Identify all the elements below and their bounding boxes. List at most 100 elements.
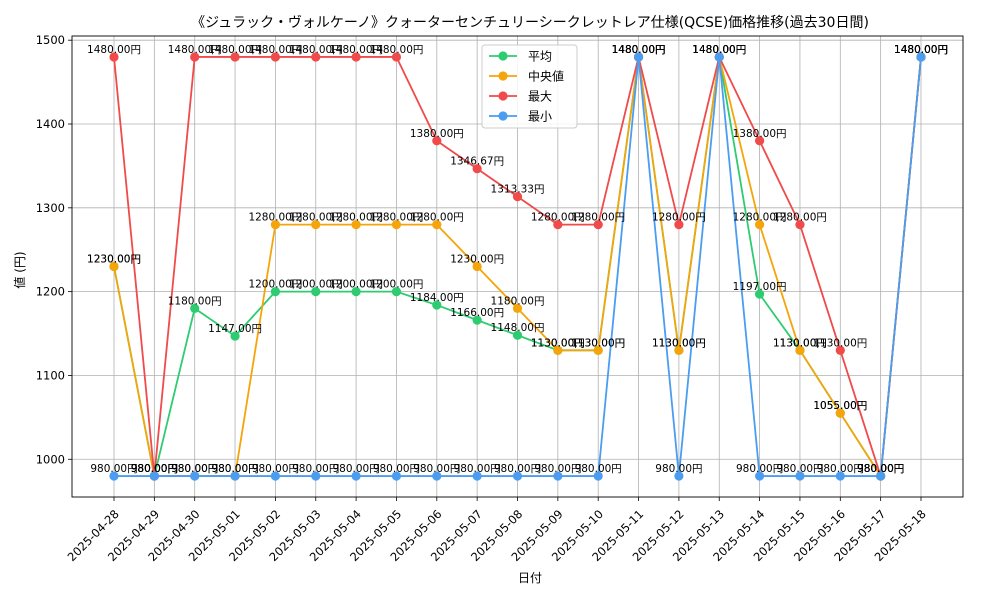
series-4-point[interactable] bbox=[674, 471, 684, 481]
series-4-point[interactable] bbox=[190, 471, 200, 481]
series-4-point[interactable] bbox=[512, 471, 523, 481]
series-1-point[interactable] bbox=[391, 287, 402, 297]
series-2-data-label: 1280.00円 bbox=[410, 212, 464, 224]
series-4-point[interactable] bbox=[472, 471, 482, 481]
series-3-point[interactable] bbox=[593, 219, 603, 230]
series-3-point[interactable] bbox=[351, 52, 361, 62]
series-2-data-label: 980.00円 bbox=[171, 463, 218, 475]
series-4-point[interactable] bbox=[391, 471, 402, 481]
series-3-data-label: 980.00円 bbox=[857, 463, 904, 475]
series-1-data-label: 1230.00円 bbox=[87, 254, 141, 266]
series-1-point[interactable] bbox=[270, 287, 280, 297]
series-3-point[interactable] bbox=[472, 164, 482, 174]
series-3-data-label: 1280.00円 bbox=[571, 212, 625, 224]
series-4-point[interactable] bbox=[311, 471, 321, 481]
series-1-point[interactable] bbox=[311, 287, 321, 297]
series-3-data-label: 1480.00円 bbox=[692, 44, 746, 56]
series-2-point[interactable] bbox=[795, 345, 805, 355]
series-2-data-label: 1280.00円 bbox=[289, 212, 343, 224]
series-2-point[interactable] bbox=[472, 261, 482, 272]
series-4-point[interactable] bbox=[270, 471, 280, 481]
series-3-point[interactable] bbox=[270, 52, 280, 62]
series-4-data-label: 980.00円 bbox=[252, 463, 299, 475]
series-4-data-label: 980.00円 bbox=[494, 463, 541, 475]
series-1-data-label: 1480.00円 bbox=[894, 44, 948, 56]
series-1-point[interactable] bbox=[432, 300, 442, 310]
series-4-point[interactable] bbox=[230, 471, 240, 481]
series-2-data-label: 1130.00円 bbox=[571, 337, 625, 349]
series-3-point[interactable] bbox=[512, 192, 523, 202]
legend-label[interactable]: 最大 bbox=[528, 90, 552, 104]
series-4-point[interactable] bbox=[149, 471, 159, 481]
series-2-point[interactable] bbox=[432, 219, 442, 230]
series-4-data-label: 980.00円 bbox=[171, 463, 218, 475]
series-4-point[interactable] bbox=[755, 471, 765, 481]
series-4-point[interactable] bbox=[351, 471, 361, 481]
series-3-point[interactable] bbox=[835, 345, 845, 355]
series-3-data-label: 1280.00円 bbox=[531, 212, 585, 224]
series-2-point[interactable] bbox=[512, 303, 523, 314]
series-2-data-label: 1180.00円 bbox=[491, 295, 545, 307]
series-1-point[interactable] bbox=[512, 330, 523, 340]
series-3-point[interactable] bbox=[755, 136, 765, 146]
series-1-point[interactable] bbox=[351, 287, 361, 297]
series-2-point[interactable] bbox=[674, 345, 684, 355]
series-4-point[interactable] bbox=[593, 471, 603, 481]
legend-swatch-marker bbox=[498, 111, 508, 121]
series-3-data-label: 1480.00円 bbox=[894, 44, 948, 56]
series-4-point[interactable] bbox=[633, 52, 644, 62]
series-2-point[interactable] bbox=[553, 345, 563, 355]
series-1-point[interactable] bbox=[755, 289, 765, 299]
series-1-point[interactable] bbox=[230, 331, 240, 341]
series-3-point[interactable] bbox=[311, 52, 321, 62]
series-3-point[interactable] bbox=[391, 52, 402, 62]
series-2-point[interactable] bbox=[391, 219, 402, 230]
series-3-point[interactable] bbox=[190, 52, 200, 62]
series-4-data-label: 1480.00円 bbox=[692, 44, 746, 56]
series-3-point[interactable] bbox=[795, 219, 805, 230]
series-4-data-label: 980.00円 bbox=[90, 463, 137, 475]
series-1-point[interactable] bbox=[472, 315, 482, 325]
series-4-point[interactable] bbox=[714, 52, 724, 62]
series-1-data-label: 1130.00円 bbox=[773, 337, 827, 349]
legend-label[interactable]: 平均 bbox=[528, 50, 552, 64]
series-3-point[interactable] bbox=[432, 136, 442, 146]
series-1-data-label: 1200.00円 bbox=[248, 279, 302, 291]
series-2-point[interactable] bbox=[351, 219, 361, 230]
series-2-point[interactable] bbox=[270, 219, 280, 230]
series-2-data-label: 1280.00円 bbox=[369, 212, 423, 224]
series-2-point[interactable] bbox=[311, 219, 321, 230]
series-3-data-label: 1480.00円 bbox=[87, 44, 141, 56]
series-3-data-label: 1480.00円 bbox=[289, 44, 343, 56]
series-1-data-label: 980.00円 bbox=[857, 463, 904, 475]
series-3-point[interactable] bbox=[230, 52, 240, 62]
series-4-point[interactable] bbox=[916, 52, 926, 62]
series-2-point[interactable] bbox=[835, 408, 845, 418]
legend-label[interactable]: 中央値 bbox=[528, 69, 564, 84]
series-4-point[interactable] bbox=[109, 471, 119, 481]
x-axis-title: 日付 bbox=[518, 571, 542, 585]
series-4-data-label: 980.00円 bbox=[575, 463, 622, 475]
series-3-point[interactable] bbox=[109, 52, 119, 62]
series-3-point[interactable] bbox=[674, 219, 684, 230]
series-2-data-label: 980.00円 bbox=[211, 463, 258, 475]
series-2-point[interactable] bbox=[593, 345, 603, 355]
series-2-data-label: 1280.00円 bbox=[329, 212, 383, 224]
series-4-data-label: 980.00円 bbox=[857, 463, 904, 475]
series-3-point[interactable] bbox=[553, 219, 563, 230]
series-4-point[interactable] bbox=[876, 471, 886, 481]
series-2-point[interactable] bbox=[109, 261, 119, 272]
legend-label[interactable]: 最小 bbox=[528, 110, 552, 124]
series-4-point[interactable] bbox=[553, 471, 563, 481]
series-4-point[interactable] bbox=[795, 471, 805, 481]
legend-swatch-marker bbox=[498, 71, 508, 81]
series-4-data-label: 980.00円 bbox=[655, 463, 702, 475]
series-2-data-label: 1130.00円 bbox=[531, 337, 585, 349]
series-1-point[interactable] bbox=[190, 303, 200, 314]
series-4-point[interactable] bbox=[835, 471, 845, 481]
series-4-point[interactable] bbox=[432, 471, 442, 481]
series-3-data-label: 980.00円 bbox=[131, 463, 178, 475]
series-2-point[interactable] bbox=[755, 219, 765, 230]
